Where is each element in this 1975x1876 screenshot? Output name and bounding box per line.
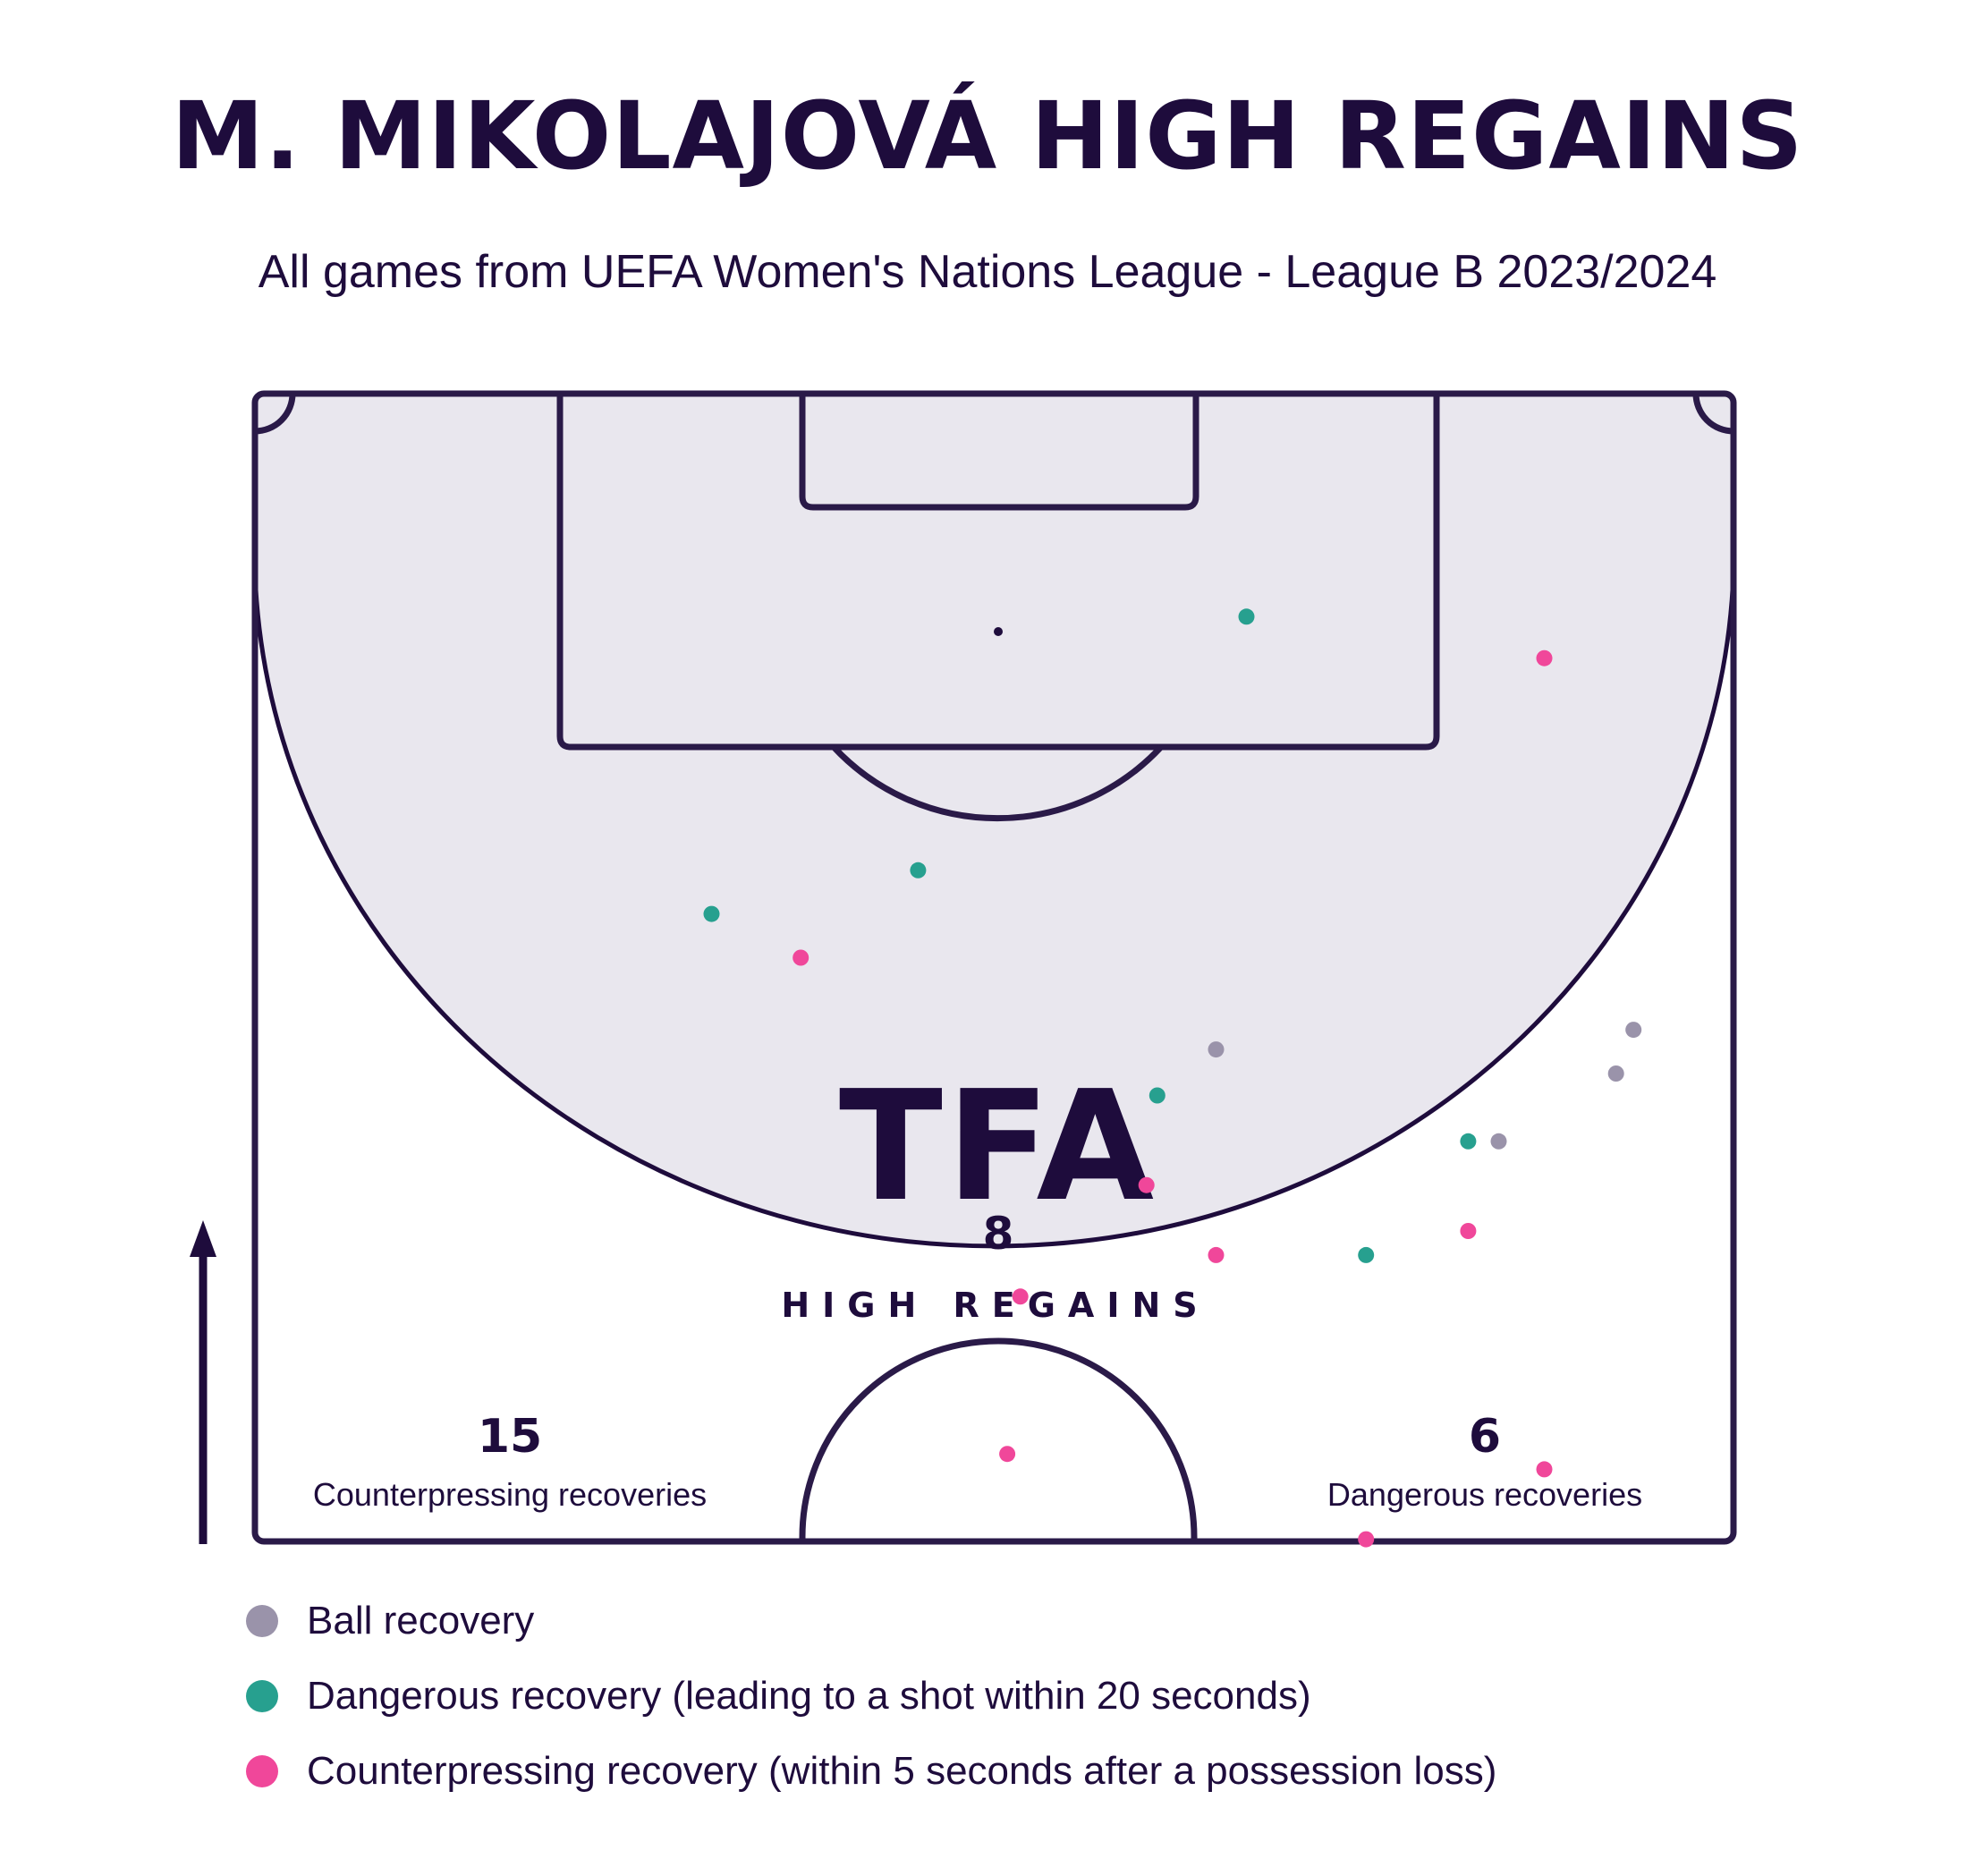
legend-label-dangerous-recovery: Dangerous recovery (leading to a shot wi… — [307, 1674, 1311, 1718]
recovery-point-counterpress-1 — [1536, 649, 1553, 666]
penalty-area — [556, 394, 1440, 751]
counterpressing-label: Counterpressing recoveries — [313, 1476, 707, 1513]
recovery-point-ball-recovery-2 — [1625, 1022, 1642, 1039]
penalty-arc — [831, 744, 1164, 822]
legend-item-dangerous-recovery: Dangerous recovery (leading to a shot wi… — [246, 1659, 1496, 1734]
high-regains-value: 8 — [983, 1208, 1014, 1260]
counterpressing-value: 15 — [478, 1410, 542, 1464]
legend-label-counterpressing-recovery: Counterpressing recovery (within 5 secon… — [307, 1749, 1497, 1793]
legend-dot-counterpressing-recovery — [246, 1755, 278, 1787]
recovery-point-dangerous-1 — [1238, 608, 1255, 625]
recovery-point-dangerous-4 — [1149, 1087, 1166, 1104]
legend-dot-ball-recovery — [246, 1605, 278, 1637]
legend-dot-dangerous-recovery — [246, 1680, 278, 1712]
pitch-outline — [251, 390, 1737, 1545]
recovery-point-counterpress-5 — [1208, 1246, 1225, 1263]
recovery-point-dangerous-3 — [703, 905, 720, 922]
recovery-point-counterpress-8 — [1536, 1461, 1553, 1478]
page-title: M. MIKOLAJOVÁ HIGH REGAINS — [171, 81, 1804, 191]
legend-item-ball-recovery: Ball recovery — [246, 1583, 1496, 1659]
recovery-point-counterpress-2 — [793, 949, 809, 966]
recovery-point-counterpress-7 — [999, 1446, 1016, 1463]
high-regain-zone-boundary — [252, 572, 1736, 1249]
recovery-points — [703, 608, 1642, 1548]
legend-item-counterpressing-recovery: Counterpressing recovery (within 5 secon… — [246, 1734, 1496, 1809]
recovery-point-counterpress-4 — [1460, 1223, 1477, 1239]
recovery-point-ball-recovery-1 — [1208, 1041, 1225, 1058]
penalty-spot — [994, 627, 1003, 636]
goal-area — [799, 394, 1199, 511]
page-subtitle: All games from UEFA Women's Nations Leag… — [258, 246, 1717, 298]
legend-label-ball-recovery: Ball recovery — [307, 1599, 535, 1643]
recovery-point-counterpress-3 — [1138, 1176, 1155, 1193]
recovery-point-counterpress-9 — [1358, 1531, 1375, 1548]
attack-direction-arrowhead — [190, 1220, 216, 1257]
tfa-logo: TFA — [839, 1058, 1157, 1235]
corner-arc-right — [1692, 393, 1734, 435]
dangerous-value: 6 — [1469, 1410, 1501, 1464]
corner-arc-left — [254, 393, 296, 435]
dangerous-label: Dangerous recoveries — [1327, 1476, 1642, 1513]
recovery-point-ball-recovery-3 — [1607, 1065, 1624, 1082]
recovery-point-dangerous-6 — [1358, 1246, 1375, 1263]
recovery-point-ball-recovery-4 — [1490, 1133, 1507, 1150]
centre-circle — [799, 1337, 1198, 1541]
legend: Ball recovery Dangerous recovery (leadin… — [246, 1583, 1496, 1809]
recovery-point-counterpress-6 — [1012, 1288, 1029, 1305]
recovery-point-dangerous-2 — [910, 862, 927, 879]
high-regains-label: HIGH REGAINS — [781, 1286, 1209, 1325]
recovery-point-dangerous-5 — [1460, 1133, 1477, 1150]
